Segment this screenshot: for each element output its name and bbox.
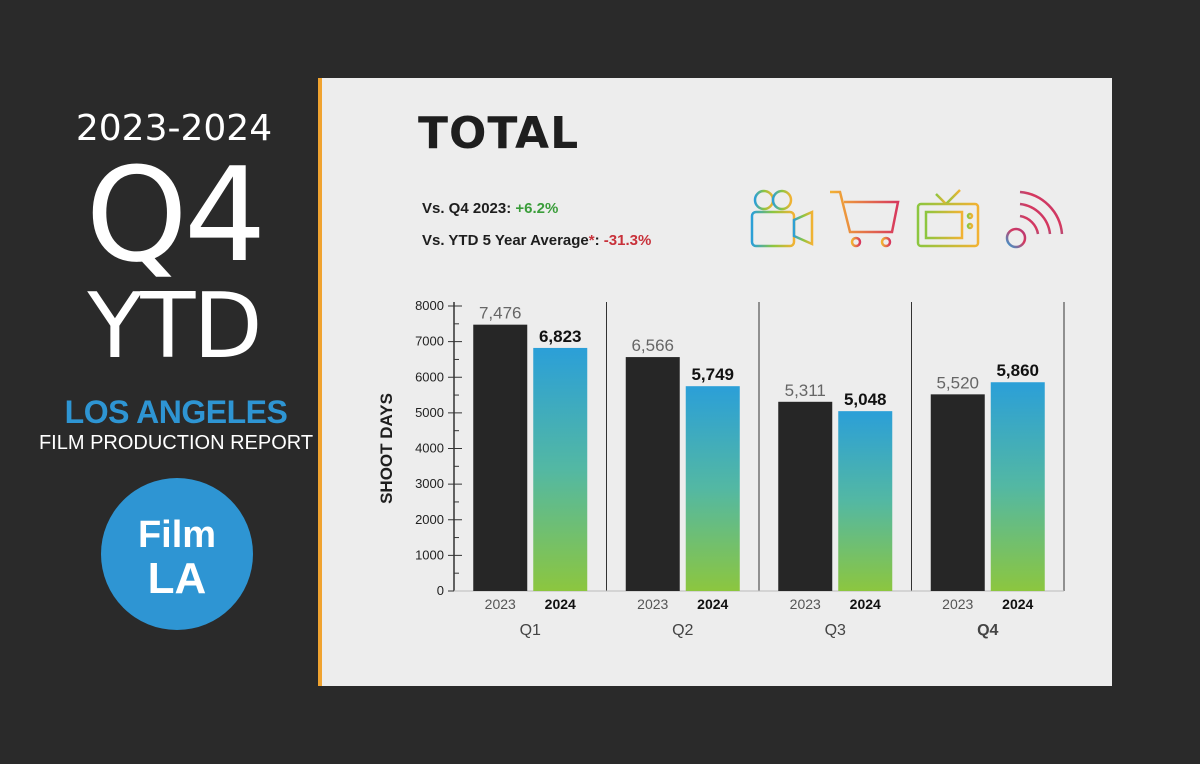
logo-line-la: LA (147, 554, 207, 603)
data-label: 5,311 (785, 381, 826, 400)
slide-title: TOTAL (418, 108, 580, 159)
y-tick-label: 4000 (415, 441, 444, 456)
stat-vs-q4-2023: Vs. Q4 2023: +6.2% (422, 200, 558, 217)
data-label: 6,823 (539, 327, 582, 346)
data-label: 6,566 (631, 336, 674, 355)
report-period: Q4 (85, 139, 266, 291)
x-series-label: 2024 (697, 596, 728, 612)
x-series-label: 2023 (637, 596, 668, 612)
y-tick-label: 3000 (415, 476, 444, 491)
stat-label: Vs. YTD 5 Year Average (422, 232, 589, 249)
report-city: LOS ANGELES (64, 394, 288, 430)
shoot-days-bar-chart: 0 1000 2000 3000 4000 5000 6000 7000 8000 SHOOT D… (377, 298, 1065, 639)
stat-label: Vs. Q4 2023: (422, 200, 512, 217)
y-axis-label: SHOOT DAYS (377, 393, 396, 504)
x-series-label: 2024 (850, 596, 881, 612)
bar-2024-q2 (685, 386, 740, 591)
film-camera-icon (750, 189, 814, 248)
report-subtitle: FILM PRODUCTION REPORT (38, 432, 314, 454)
bar-2024-q1 (533, 347, 588, 591)
bar-2024-q3 (838, 411, 893, 591)
y-tick-label: 1000 (415, 547, 444, 562)
x-category-label: Q2 (672, 622, 693, 639)
y-tick-label: 6000 (415, 369, 444, 384)
data-label: 5,048 (844, 390, 887, 409)
y-tick-label: 8000 (415, 298, 444, 313)
x-series-label: 2023 (790, 596, 821, 612)
data-label: 5,749 (691, 365, 734, 384)
slide-panel: TOTAL Vs. Q4 2023: +6.2% Vs. YTD 5 Year … (318, 78, 1112, 686)
x-series-label: 2023 (485, 596, 516, 612)
y-tick-label: 0 (437, 583, 444, 598)
data-label: 5,860 (996, 361, 1039, 380)
broadcast-icon (1005, 190, 1064, 249)
shopping-cart-icon (830, 190, 900, 248)
bar-2023-q4 (930, 394, 985, 591)
bar-2023-q1 (473, 324, 528, 591)
x-series-label: 2023 (942, 596, 973, 612)
data-label: 7,476 (479, 304, 522, 323)
filmla-logo: Film LA (101, 478, 253, 630)
report-ytd: YTD (87, 274, 262, 379)
y-tick-label: 5000 (415, 405, 444, 420)
bar-2023-q2 (625, 357, 680, 591)
sector-icons (750, 189, 1064, 249)
tv-icon (916, 189, 980, 248)
x-category-label: Q4 (977, 622, 998, 639)
x-category-label: Q3 (825, 622, 846, 639)
data-label: 5,520 (936, 373, 979, 392)
report-years: 2023-2024 (75, 108, 273, 149)
stat-vs-5yr-avg: Vs. YTD 5 Year Average*: -31.3% (422, 232, 652, 249)
x-category-label: Q1 (520, 622, 541, 639)
logo-line-film: Film (137, 514, 217, 556)
x-series-label: 2024 (545, 596, 576, 612)
footnote-star: * (588, 232, 595, 249)
y-tick-label: 2000 (415, 512, 444, 527)
x-series-label: 2024 (1002, 596, 1033, 612)
bar-2023-q3 (778, 401, 833, 591)
bar-2024-q4 (990, 382, 1045, 591)
stat-value-negative: -31.3% (603, 232, 652, 249)
y-tick-label: 7000 (415, 334, 444, 349)
stat-value-positive: +6.2% (515, 200, 559, 217)
report-cover: 2023-2024 Q4 YTD LOS ANGELES FILM PRODUC… (0, 0, 318, 764)
